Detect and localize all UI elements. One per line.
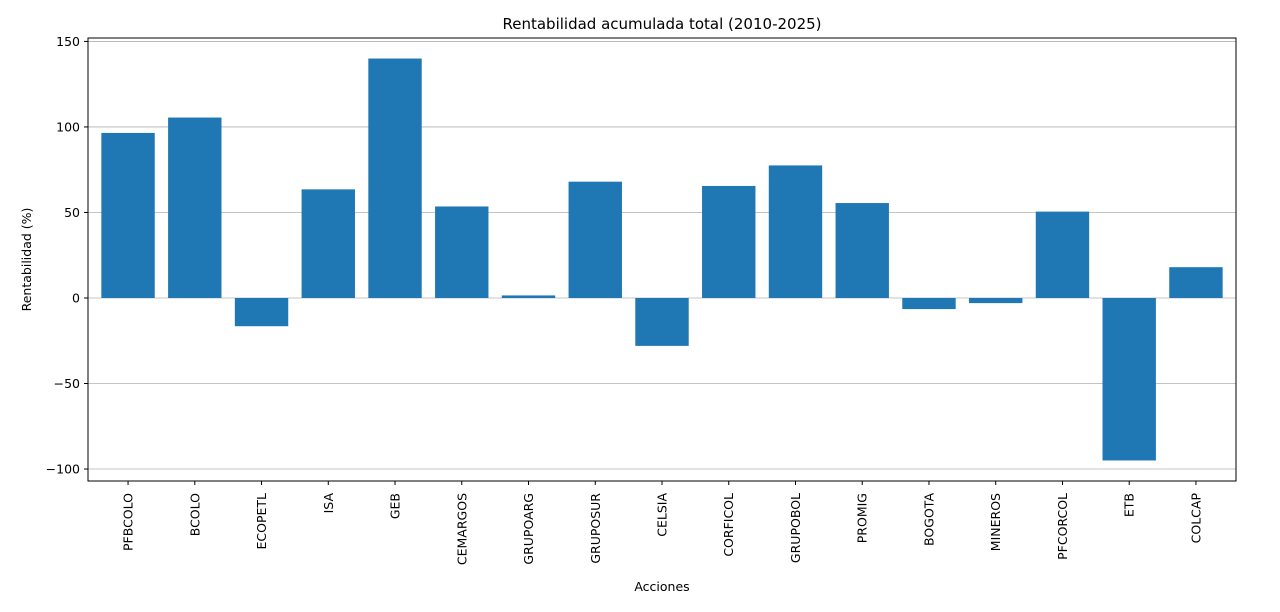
bar-celsia (635, 297, 689, 346)
bar-gruposur (568, 181, 622, 298)
bar-cemargos (435, 206, 489, 298)
x-tick-label: PROMIG (855, 493, 870, 543)
x-tick-label: COLCAP (1188, 493, 1203, 544)
x-axis-title: Acciones (634, 579, 689, 594)
bar-promig (835, 203, 889, 298)
x-tick-label: ECOPETL (254, 493, 269, 550)
chart-title: Rentabilidad acumulada total (2010-2025) (502, 15, 821, 33)
y-tick-label: −50 (54, 376, 80, 391)
y-axis: −100 −50 0 50 100 150 (46, 34, 88, 477)
y-axis-title: Rentabilidad (%) (19, 208, 34, 312)
y-tick-label: −100 (46, 462, 80, 477)
x-tick-label: GRUPOARG (521, 493, 536, 565)
y-tick-label: 150 (56, 34, 80, 49)
x-tick-label: BCOLO (187, 493, 202, 536)
x-axis: PFBCOLO BCOLO ECOPETL ISA GEB CEMARGOS GRUPOAR… (121, 481, 1203, 565)
x-tick-label: PFCORCOL (1055, 493, 1070, 560)
bar-grupoarg (501, 295, 556, 298)
x-tick-label: ISA (321, 493, 336, 514)
bar-etb (1102, 297, 1156, 461)
bar-pfcorcol (1035, 211, 1090, 298)
bar-geb (368, 58, 422, 298)
x-tick-label: CORFICOL (721, 493, 736, 557)
y-tick-label: 100 (56, 119, 80, 134)
x-tick-label: GEB (388, 493, 403, 519)
x-tick-label: CELSIA (655, 493, 670, 537)
y-tick-label: 0 (72, 290, 80, 305)
x-tick-label: GRUPOBOL (788, 493, 803, 563)
bar-corficol (702, 185, 756, 298)
bar-pfbcolo (101, 132, 155, 298)
bars (101, 58, 1223, 461)
y-tick-label: 50 (64, 205, 80, 220)
x-tick-label: BOGOTA (921, 493, 936, 546)
bar-grupobol (768, 165, 823, 298)
x-tick-label: ETB (1122, 493, 1137, 517)
x-tick-label: PFBCOLO (121, 493, 136, 551)
bar-isa (301, 189, 355, 298)
bar-bogota (902, 297, 956, 310)
bar-mineros (969, 297, 1023, 304)
x-tick-label: GRUPOSUR (588, 493, 603, 564)
x-tick-label: CEMARGOS (454, 493, 469, 565)
x-tick-label: MINEROS (988, 493, 1003, 551)
bar-bcolo (168, 117, 222, 298)
bar-ecopetl (234, 297, 289, 327)
bar-colcap (1169, 267, 1223, 298)
